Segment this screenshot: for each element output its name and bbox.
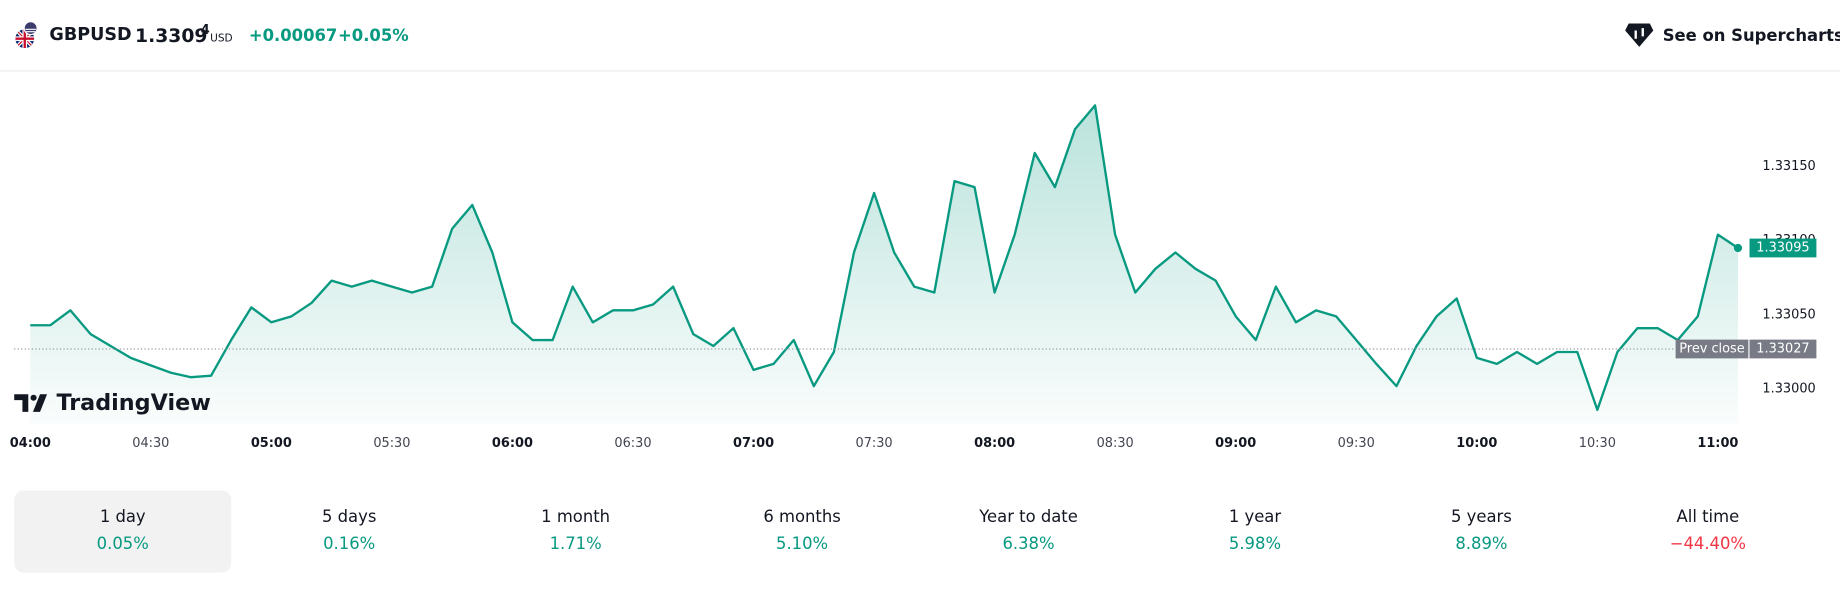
- last-point: [1733, 243, 1743, 253]
- period-change[interactable]: 1.71%: [550, 534, 602, 553]
- period-tab-bg[interactable]: [694, 490, 911, 572]
- x-tick-label: 05:30: [373, 436, 410, 451]
- x-tick-label: 09:30: [1338, 436, 1375, 451]
- prev-close-label: Prev close: [1679, 341, 1744, 356]
- x-tick-label: 04:00: [10, 436, 51, 451]
- y-tick-label: 1.33050: [1762, 307, 1815, 322]
- period-label[interactable]: 1 year: [1229, 507, 1282, 526]
- period-change[interactable]: 8.89%: [1455, 534, 1507, 553]
- period-tab-bg[interactable]: [241, 490, 458, 572]
- period-tab-bg[interactable]: [14, 490, 232, 573]
- x-tick-label: 06:30: [614, 436, 651, 451]
- period-bar: 1 day 0.05% 5 days 0.16% 1 month 1.71% 6 month…: [14, 490, 1816, 573]
- period-tab[interactable]: 1 month 1.71%: [467, 490, 684, 572]
- symbol: GBPUSD: [49, 25, 131, 45]
- x-tick-label: 06:00: [492, 436, 533, 451]
- price: 1.3309: [135, 26, 207, 47]
- area-fill: [30, 105, 1739, 425]
- period-tab[interactable]: 1 day 0.05%: [14, 490, 232, 573]
- x-tick-label: 11:00: [1697, 436, 1738, 451]
- x-tick-label: 08:30: [1097, 436, 1134, 451]
- period-tab-bg[interactable]: [1373, 490, 1590, 572]
- header: GBPUSD 1.3309 4 USD +0.00067 +0.05% See …: [0, 21, 1840, 72]
- period-change[interactable]: 5.98%: [1229, 534, 1281, 553]
- period-tab[interactable]: 6 months 5.10%: [694, 490, 911, 572]
- brand-logo: TradingView: [14, 390, 211, 416]
- prev-close-tag: [1675, 339, 1749, 359]
- x-tick-label: 07:30: [856, 436, 893, 451]
- last-price-badge: [1749, 238, 1817, 258]
- change: +0.00067: [249, 26, 337, 45]
- period-tab-bg[interactable]: [920, 490, 1137, 572]
- period-tab[interactable]: 5 days 0.16%: [241, 490, 458, 572]
- period-tab[interactable]: 5 years 8.89%: [1373, 490, 1590, 572]
- period-tab[interactable]: Year to date 6.38%: [920, 490, 1137, 572]
- x-tick-label: 09:00: [1215, 436, 1256, 451]
- x-tick-label: 04:30: [132, 436, 169, 451]
- period-change[interactable]: −44.40%: [1670, 534, 1746, 553]
- period-tab[interactable]: 1 year 5.98%: [1146, 490, 1363, 572]
- x-tick-label: 10:30: [1579, 436, 1616, 451]
- x-tick-label: 10:00: [1456, 436, 1497, 451]
- x-tick-label: 08:00: [974, 436, 1015, 451]
- period-change[interactable]: 0.16%: [323, 534, 375, 553]
- y-tick-label: 1.33150: [1762, 159, 1815, 174]
- prev-close-badge: [1749, 339, 1817, 359]
- period-label[interactable]: All time: [1677, 507, 1740, 526]
- period-label[interactable]: Year to date: [978, 507, 1078, 526]
- period-label[interactable]: 5 days: [322, 507, 376, 526]
- period-change[interactable]: 0.05%: [97, 534, 149, 553]
- period-tab-bg[interactable]: [1146, 490, 1363, 572]
- period-tab-bg[interactable]: [467, 490, 684, 572]
- period-label[interactable]: 1 day: [100, 507, 146, 526]
- x-tick-label: 07:00: [733, 436, 774, 451]
- change-percent: +0.05%: [338, 26, 409, 45]
- x-tick-label: 05:00: [251, 436, 292, 451]
- last-price-value: 1.33095: [1756, 240, 1809, 255]
- plot: 1.330001.330501.331001.3315004:0004:3005…: [10, 104, 1817, 451]
- supercharts-button[interactable]: See on Supercharts: [1625, 23, 1840, 47]
- period-label[interactable]: 1 month: [541, 507, 610, 526]
- prev-close-value: 1.33027: [1756, 341, 1809, 356]
- period-tab-bg[interactable]: [1599, 490, 1816, 572]
- currency: USD: [210, 33, 233, 45]
- price-last-digit: 4: [201, 23, 210, 38]
- period-label[interactable]: 5 years: [1451, 507, 1512, 526]
- period-change[interactable]: 5.10%: [776, 534, 828, 553]
- supercharts-label[interactable]: See on Supercharts: [1663, 26, 1840, 45]
- y-tick-label: 1.33000: [1762, 382, 1815, 397]
- brand-name: TradingView: [56, 390, 210, 416]
- period-label[interactable]: 6 months: [763, 507, 840, 526]
- period-change[interactable]: 6.38%: [1002, 534, 1054, 553]
- flag-icon: [15, 21, 38, 49]
- period-tab[interactable]: All time −44.40%: [1599, 490, 1816, 572]
- price-line: [30, 104, 1739, 412]
